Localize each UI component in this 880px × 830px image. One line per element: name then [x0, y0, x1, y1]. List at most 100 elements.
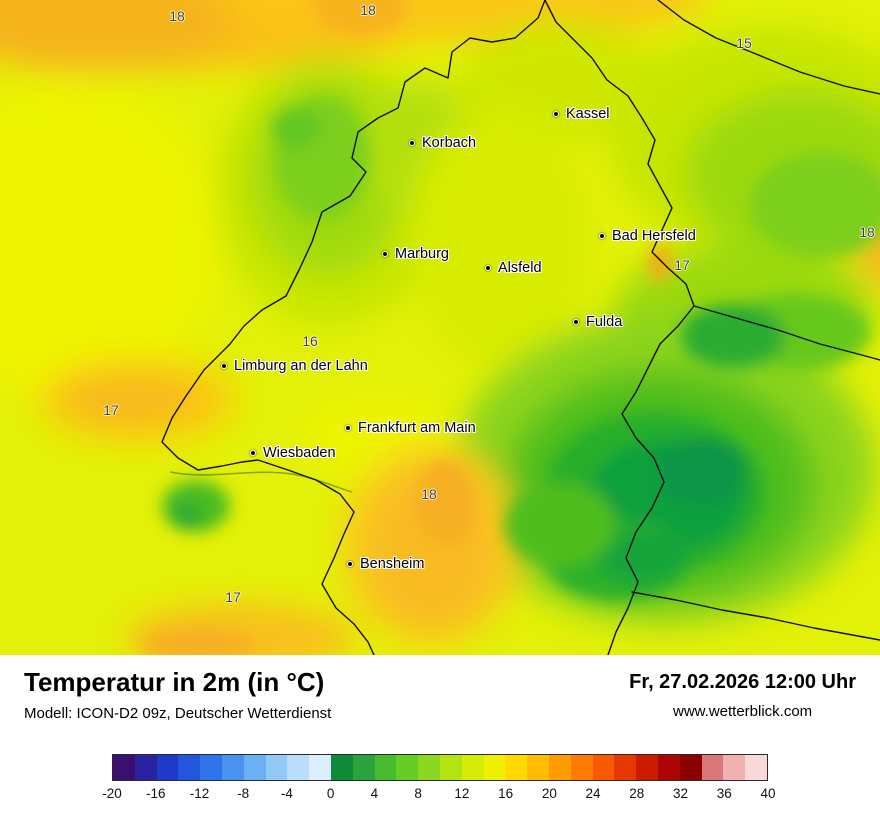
- city-marker: Limburg an der Lahn: [221, 358, 368, 374]
- scale-cell: [374, 754, 397, 780]
- color-scale: -20 -16 -12 -8 -4 0 4 8 12 16 20 24 28 32 36 40: [102, 753, 776, 806]
- scale-cell: [527, 754, 549, 780]
- city-label: Bad Hersfeld: [612, 228, 696, 244]
- city-dot-icon: [221, 363, 227, 369]
- scale-tick-label: 40: [760, 785, 776, 801]
- website-label: www.wetterblick.com: [672, 703, 813, 720]
- city-label: Kassel: [566, 106, 610, 122]
- scale-tick-label: 12: [454, 785, 470, 801]
- scale-cell: [396, 754, 419, 780]
- scale-cell: [548, 754, 571, 780]
- scale-tick-label: 28: [629, 785, 645, 801]
- footer-panel: Temperatur in 2m (in °C) Modell: ICON-D2…: [0, 655, 880, 830]
- city-dot-icon: [553, 111, 559, 117]
- scale-cell: [483, 754, 506, 780]
- temp-value-label: 18: [859, 224, 875, 240]
- scale-cell: [178, 754, 201, 780]
- city-dot-icon: [599, 233, 605, 239]
- scale-cell: [243, 754, 266, 780]
- scale-tick-label: 0: [326, 785, 335, 801]
- border-northeast: [657, 0, 880, 95]
- city-dot-icon: [347, 561, 353, 567]
- scale-tick-label: 16: [498, 785, 514, 801]
- temp-value-label: 18: [169, 8, 185, 24]
- scale-cell: [352, 754, 375, 780]
- scale-cell: [287, 754, 310, 780]
- scale-ticks: -20 -16 -12 -8 -4 0 4 8 12 16 20 24 28 32 36 40: [102, 785, 775, 806]
- scale-cell: [134, 754, 157, 780]
- scale-cell: [570, 754, 593, 780]
- scale-cell: [418, 754, 440, 780]
- scale-cell: [113, 754, 135, 780]
- temp-value-label: 15: [736, 35, 752, 51]
- border-east: [693, 305, 880, 361]
- city-marker: Frankfurt am Main: [345, 420, 476, 436]
- scale-tick-label: 20: [541, 785, 557, 801]
- city-dot-icon: [250, 450, 256, 456]
- city-marker: Alsfeld: [485, 260, 542, 276]
- city-marker: Bad Hersfeld: [599, 228, 696, 244]
- temperature-map: Kassel Korbach Marburg Bad Hersfeld Alsfeld F…: [0, 0, 880, 655]
- scale-cell: [723, 754, 746, 780]
- footer-left: Temperatur in 2m (in °C) Modell: ICON-D2…: [24, 667, 332, 722]
- scale-cell: [592, 754, 615, 780]
- model-label: Modell: ICON-D2 09z, Deutscher Wetterdie…: [24, 704, 332, 722]
- city-marker: Kassel: [553, 106, 610, 122]
- city-dot-icon: [409, 140, 415, 146]
- scale-tick-label: 4: [370, 785, 379, 801]
- scale-cell: [636, 754, 658, 780]
- city-label: Marburg: [395, 246, 449, 262]
- city-label: Bensheim: [360, 556, 425, 572]
- city-marker: Marburg: [382, 246, 449, 262]
- scale-tick-label: 8: [414, 785, 422, 801]
- scale-cell: [461, 754, 484, 780]
- scale-tick-label: -16: [145, 785, 166, 801]
- border-southeast: [631, 591, 880, 641]
- scale-tick-label: -20: [102, 785, 122, 801]
- scale-tick-label: 32: [673, 785, 689, 801]
- city-marker: Bensheim: [347, 556, 424, 572]
- city-marker: Korbach: [409, 135, 476, 151]
- temp-value-label: 18: [421, 486, 437, 502]
- scale-cell: [745, 754, 767, 780]
- footer-right: Fr, 27.02.2026 12:00 Uhr www.wetterblick…: [629, 671, 856, 720]
- scale-cell: [701, 754, 724, 780]
- temp-value-label: 16: [302, 333, 318, 349]
- scale-cell: [614, 754, 637, 780]
- scale-bar: [112, 753, 768, 781]
- datetime-label: Fr, 27.02.2026 12:00 Uhr: [629, 671, 856, 693]
- temp-value-label: 17: [225, 589, 241, 605]
- city-dot-icon: [485, 265, 491, 271]
- temperature-field-svg: [0, 0, 880, 655]
- city-label: Wiesbaden: [263, 445, 336, 461]
- scale-cell: [657, 754, 680, 780]
- scale-tick-label: -12: [189, 785, 210, 801]
- city-dot-icon: [573, 319, 579, 325]
- map-title: Temperatur in 2m (in °C): [24, 667, 325, 697]
- scale-cell: [265, 754, 288, 780]
- city-label: Frankfurt am Main: [358, 420, 476, 436]
- scale-cell: [330, 754, 353, 780]
- city-label: Korbach: [422, 135, 477, 151]
- scale-tick-label: -8: [237, 785, 250, 801]
- city-marker: Wiesbaden: [250, 445, 336, 461]
- scale-cell: [439, 754, 462, 780]
- scale-cell: [679, 754, 702, 780]
- scale-cell: [505, 754, 528, 780]
- marker-layer: Kassel Korbach Marburg Bad Hersfeld Alsfeld F…: [103, 2, 875, 605]
- city-label: Fulda: [586, 314, 623, 330]
- scale-tick-label: 36: [716, 785, 732, 801]
- city-label: Limburg an der Lahn: [234, 358, 368, 374]
- city-dot-icon: [382, 251, 388, 257]
- scale-cell: [309, 754, 331, 780]
- scale-tick-label: 24: [585, 785, 601, 801]
- temp-value-label: 17: [103, 402, 119, 418]
- scale-cell: [156, 754, 179, 780]
- temp-value-label: 17: [674, 257, 690, 273]
- scale-cell: [221, 754, 244, 780]
- city-label: Alsfeld: [498, 260, 542, 276]
- scale-tick-label: -4: [280, 785, 293, 801]
- temp-value-label: 18: [360, 2, 376, 18]
- river-line: [169, 471, 353, 493]
